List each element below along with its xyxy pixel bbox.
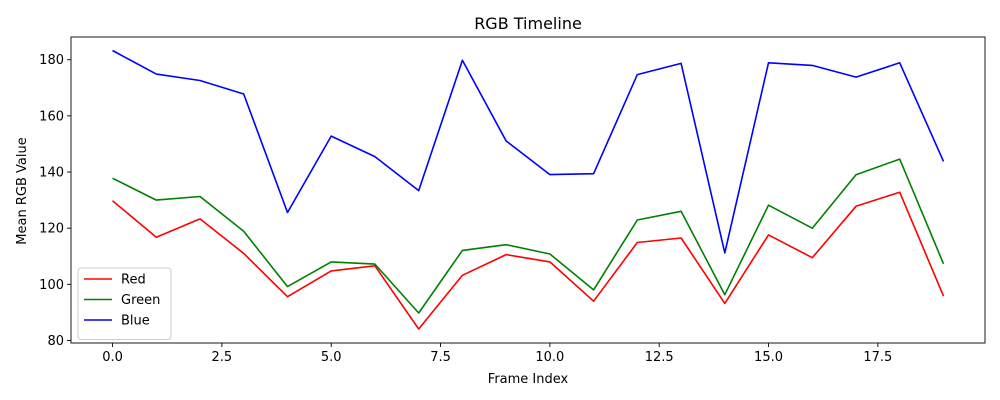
y-tick-label: 160: [39, 109, 64, 124]
y-tick-label: 80: [47, 334, 64, 349]
x-axis-title: Frame Index: [488, 372, 569, 387]
legend-box: [77, 267, 172, 340]
x-tick-label: 5.0: [321, 350, 342, 365]
series-line-blue: [112, 49, 945, 254]
x-tick-label: 17.5: [863, 350, 892, 365]
y-tick-label: 100: [39, 278, 64, 293]
chart-title: RGB Timeline: [474, 14, 582, 33]
series-line-green: [112, 158, 945, 314]
y-tick-label: 140: [39, 166, 64, 181]
x-tick-label: 0.0: [102, 350, 123, 365]
legend-label-blue: Blue: [121, 314, 150, 329]
x-tick-label: 2.5: [212, 350, 233, 365]
series-line-red: [111, 191, 945, 330]
plot-frame: [70, 36, 986, 344]
y-tick-label: 180: [39, 53, 64, 68]
x-tick-label: 10.0: [535, 350, 564, 365]
x-tick-label: 7.5: [430, 350, 451, 365]
legend-label-green: Green: [121, 293, 160, 308]
y-axis-title: Mean RGB Value: [15, 137, 30, 244]
y-tick-label: 120: [39, 222, 64, 237]
x-tick-label: 15.0: [754, 350, 783, 365]
legend-label-red: Red: [121, 273, 146, 288]
x-tick-label: 12.5: [645, 350, 674, 365]
